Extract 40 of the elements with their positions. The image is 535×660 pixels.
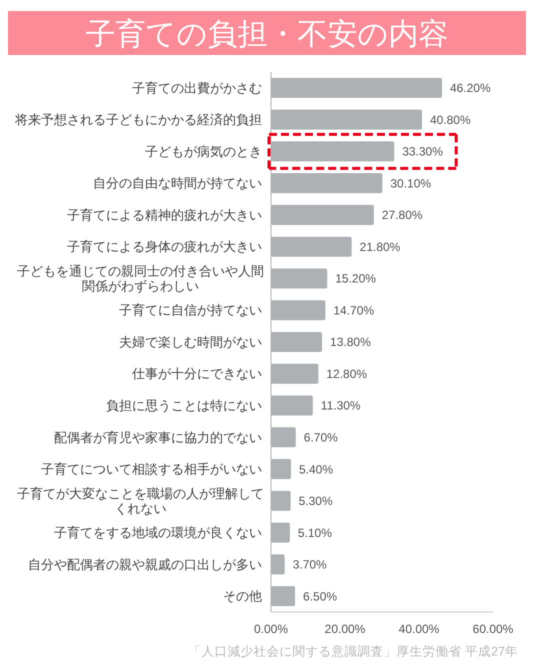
y-tick-label: 子育てが大変なことを職場の人が理解してくれない <box>16 486 264 516</box>
y-tick-label: 子育てをする地域の環境が良くない <box>54 525 262 540</box>
y-tick-label: 子育ての出費がかさむ <box>132 80 262 96</box>
data-label: 40.80% <box>430 112 471 127</box>
x-tick-label: 40.00% <box>398 622 440 636</box>
data-label: 30.10% <box>390 176 432 190</box>
y-tick-label: 仕事が十分にできない <box>131 366 262 382</box>
data-label: 6.70% <box>304 430 338 444</box>
y-tick-label: 子育てに自信が持てない <box>119 302 262 318</box>
data-label: 27.80% <box>382 208 423 222</box>
x-tick-label: 60.00% <box>472 622 514 636</box>
data-label: 3.70% <box>292 558 328 572</box>
y-tick-label: 将来予想される子どもにかかる経済的負担 <box>14 112 262 128</box>
data-label: 33.30% <box>402 144 444 159</box>
y-tick-label: その他 <box>223 588 262 604</box>
x-tick-label: 20.00% <box>324 622 366 636</box>
y-tick-label: 負担に思うことは特にない <box>106 398 262 414</box>
data-label: 15.20% <box>335 272 376 286</box>
data-label: 12.80% <box>326 366 368 381</box>
y-tick-label: 自分や配偶者の親や親戚の口出しが多い <box>28 556 262 572</box>
data-label: 5.40% <box>298 462 334 476</box>
y-tick-label: 配偶者が育児や家事に協力的でない <box>54 430 262 445</box>
y-tick-label: 子どもを通じての親同士の付き合いや人間関係がわずらわしい <box>16 263 264 294</box>
data-label: 46.20% <box>450 81 491 96</box>
data-label: 21.80% <box>360 240 401 254</box>
y-tick-label: 子どもが病気のとき <box>145 144 262 159</box>
data-label: 14.70% <box>333 303 374 318</box>
data-label: 13.80% <box>330 335 372 350</box>
y-tick-label: 夫婦で楽しむ時間がない <box>119 334 262 350</box>
data-label: 6.50% <box>303 589 338 604</box>
text: 「人口減少社会に関する意識調査」厚生労働省 平成27年 <box>188 644 518 658</box>
x-tick-label: 0.00% <box>254 622 288 636</box>
y-tick-label: 子育てによる身体の疲れが大きい <box>67 239 262 254</box>
y-tick-label: 子育てによる精神的疲れが大きい <box>67 207 262 222</box>
data-label: 11.30% <box>320 398 361 413</box>
data-label: 5.10% <box>298 526 332 540</box>
data-label: 5.30% <box>298 494 333 508</box>
y-tick-label: 子育てについて相談する相手がいない <box>41 462 262 477</box>
chart-title: 子育ての負担・不安の内容 <box>86 18 448 51</box>
y-tick-label: 自分の自由な時間が持てない <box>93 176 262 191</box>
